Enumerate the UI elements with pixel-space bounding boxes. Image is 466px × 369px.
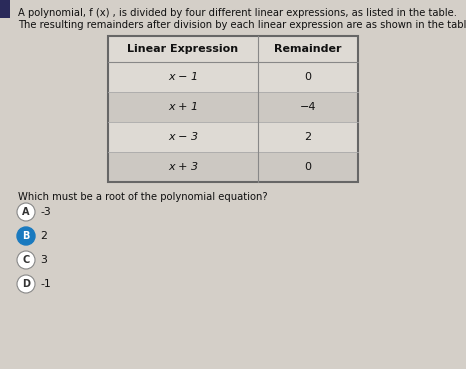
Text: Linear Expression: Linear Expression — [127, 44, 239, 54]
Bar — [0, 0, 10, 18]
Circle shape — [17, 251, 35, 269]
Text: -3: -3 — [40, 207, 51, 217]
Bar — [108, 92, 358, 122]
Text: The resulting remainders after division by each linear expression are as shown i: The resulting remainders after division … — [18, 20, 466, 30]
Text: 0: 0 — [304, 72, 311, 82]
Bar — [108, 36, 358, 62]
Text: Which must be a root of the polynomial equation?: Which must be a root of the polynomial e… — [18, 192, 267, 202]
Text: 3: 3 — [40, 255, 47, 265]
Bar — [108, 62, 358, 92]
Text: −4: −4 — [300, 102, 316, 112]
Text: 2: 2 — [40, 231, 47, 241]
Text: A: A — [22, 207, 30, 217]
Text: x + 3: x + 3 — [168, 162, 198, 172]
Text: Remainder: Remainder — [274, 44, 342, 54]
Text: x − 1: x − 1 — [168, 72, 198, 82]
Circle shape — [17, 275, 35, 293]
Bar — [108, 36, 358, 182]
Bar — [108, 122, 358, 152]
Text: x − 3: x − 3 — [168, 132, 198, 142]
Text: C: C — [22, 255, 30, 265]
Text: x + 1: x + 1 — [168, 102, 198, 112]
Text: A polynomial, f (x) , is divided by four different linear expressions, as listed: A polynomial, f (x) , is divided by four… — [18, 8, 457, 18]
Text: D: D — [22, 279, 30, 289]
Text: B: B — [22, 231, 30, 241]
Text: -1: -1 — [40, 279, 51, 289]
Text: 0: 0 — [304, 162, 311, 172]
Circle shape — [17, 203, 35, 221]
Circle shape — [17, 227, 35, 245]
Bar — [108, 152, 358, 182]
Text: 2: 2 — [304, 132, 312, 142]
